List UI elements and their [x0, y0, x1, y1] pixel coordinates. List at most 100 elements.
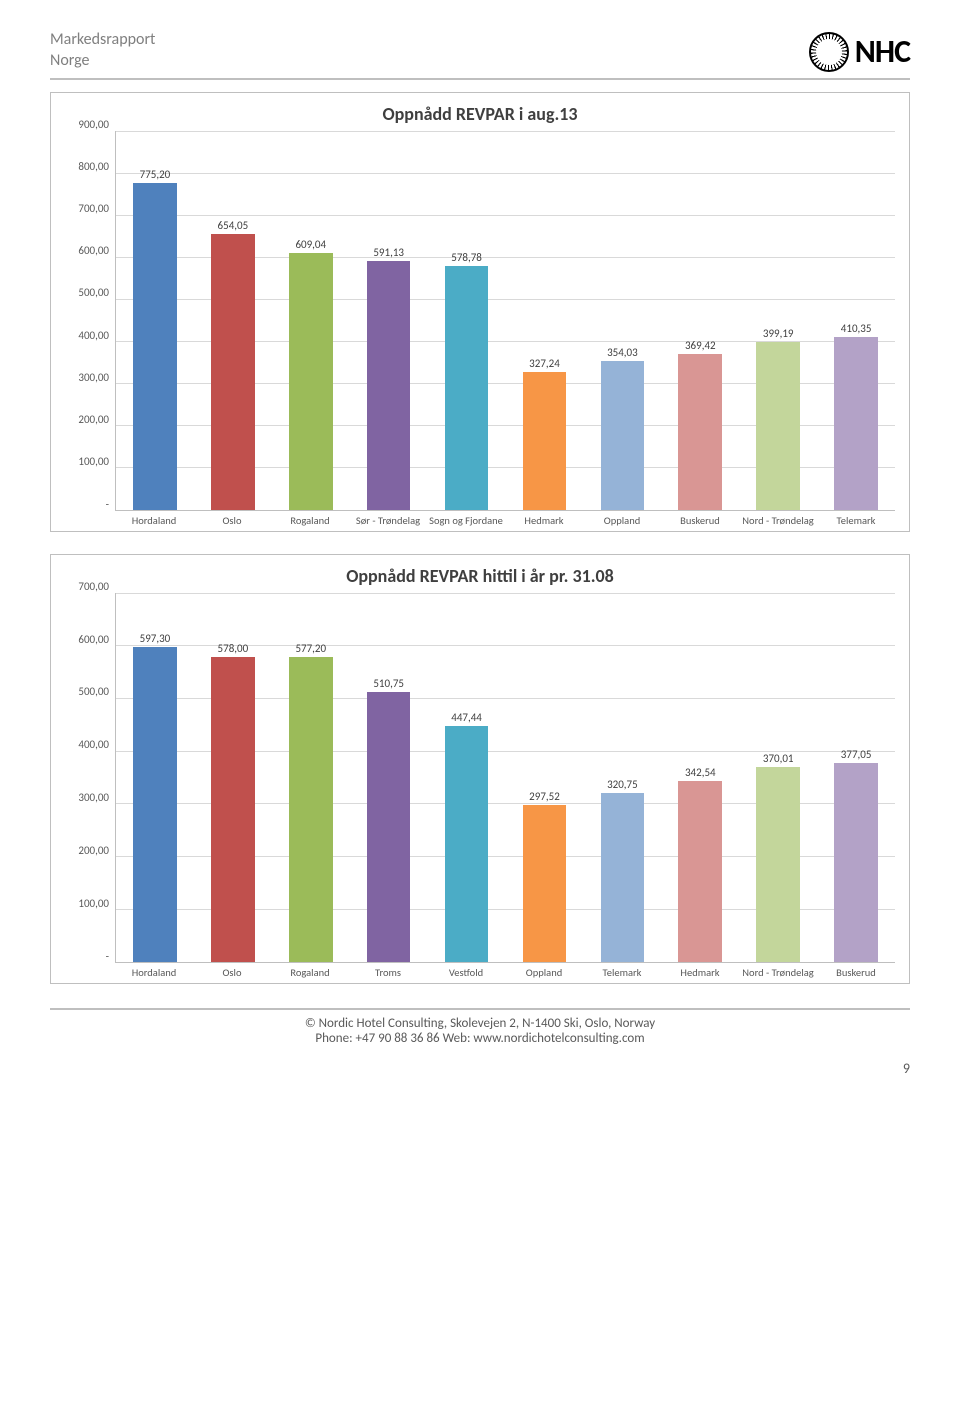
page-footer: © Nordic Hotel Consulting, Skolevejen 2,… [50, 1008, 910, 1046]
bar-slot: 775,20 [116, 131, 194, 510]
x-label: Nord - Trøndelag [739, 963, 817, 979]
bar-slot: 342,54 [661, 593, 739, 962]
bar-value-label: 591,13 [373, 246, 404, 259]
bar-slot: 609,04 [272, 131, 350, 510]
bar-value-label: 320,75 [607, 778, 638, 791]
bar [133, 647, 177, 962]
bar-slot: 369,42 [661, 131, 739, 510]
bar-value-label: 369,42 [685, 339, 716, 352]
bar-slot: 597,30 [116, 593, 194, 962]
bar-slot: 410,35 [817, 131, 895, 510]
x-label: Rogaland [271, 511, 349, 527]
bar [601, 793, 645, 962]
chart2-title: Oppnådd REVPAR hittil i år pr. 31.08 [65, 565, 895, 587]
bar [834, 763, 878, 962]
bar-slot: 377,05 [817, 593, 895, 962]
chart2-y-axis: -100,00200,00300,00400,00500,00600,00700… [65, 593, 115, 963]
bar [523, 372, 567, 510]
bar-value-label: 510,75 [373, 677, 404, 690]
bar-value-label: 609,04 [295, 238, 326, 251]
bar [756, 342, 800, 510]
bar-value-label: 327,24 [529, 357, 560, 370]
bar [289, 657, 333, 961]
bar-slot: 297,52 [506, 593, 584, 962]
bar-slot: 654,05 [194, 131, 272, 510]
report-title-line2: Norge [50, 51, 155, 72]
chart-revpar-aug13: Oppnådd REVPAR i aug.13 -100,00200,00300… [50, 92, 910, 532]
bar-value-label: 447,44 [451, 711, 482, 724]
bar-value-label: 410,35 [841, 322, 872, 335]
x-label: Oslo [193, 511, 271, 527]
bar-slot: 399,19 [739, 131, 817, 510]
x-label: Telemark [583, 963, 661, 979]
bar [834, 337, 878, 510]
bar-value-label: 370,01 [763, 752, 794, 765]
x-label: Sør - Trøndelag [349, 511, 427, 527]
x-label: Nord - Trøndelag [739, 511, 817, 527]
bar [445, 726, 489, 962]
logo: NHC [809, 32, 910, 72]
bar [678, 354, 722, 510]
x-label: Buskerud [817, 963, 895, 979]
bar-slot: 447,44 [428, 593, 506, 962]
bar-value-label: 597,30 [140, 632, 171, 645]
bar-slot: 510,75 [350, 593, 428, 962]
bar-value-label: 577,20 [295, 642, 326, 655]
x-label: Sogn og Fjordane [427, 511, 505, 527]
bar [211, 234, 255, 509]
bar [601, 361, 645, 510]
chart1-plot-area: 775,20 654,05 609,04 591,13 578,78 327,24 354,… [115, 131, 895, 511]
x-label: Rogaland [271, 963, 349, 979]
logo-text: NHC [855, 32, 910, 71]
bar [445, 266, 489, 510]
bar-slot: 320,75 [583, 593, 661, 962]
chart2-plot-area: 597,30 578,00 577,20 510,75 447,44 297,52 320,… [115, 593, 895, 963]
x-label: Buskerud [661, 511, 739, 527]
bar-slot: 578,78 [428, 131, 506, 510]
x-label: Vestfold [427, 963, 505, 979]
bar [211, 657, 255, 962]
bar [523, 805, 567, 962]
x-label: Oppland [505, 963, 583, 979]
bar [756, 767, 800, 962]
bar-slot: 578,00 [194, 593, 272, 962]
bar-value-label: 399,19 [763, 327, 794, 340]
bar-slot: 327,24 [506, 131, 584, 510]
bar-value-label: 297,52 [529, 790, 560, 803]
chart1-y-axis: -100,00200,00300,00400,00500,00600,00700… [65, 131, 115, 511]
bar [678, 781, 722, 962]
bar [367, 261, 411, 510]
chart-revpar-ytd: Oppnådd REVPAR hittil i år pr. 31.08 -10… [50, 554, 910, 984]
x-label: Hordaland [115, 963, 193, 979]
x-label: Hedmark [505, 511, 583, 527]
report-title: Markedsrapport Norge [50, 30, 155, 72]
footer-line2: Phone: +47 90 88 36 86 Web: www.nordicho… [50, 1031, 910, 1046]
bar-value-label: 775,20 [140, 168, 171, 181]
chart1-title: Oppnådd REVPAR i aug.13 [65, 103, 895, 125]
bar-slot: 354,03 [583, 131, 661, 510]
bar [289, 253, 333, 509]
x-label: Oppland [583, 511, 661, 527]
bar-slot: 577,20 [272, 593, 350, 962]
x-label: Troms [349, 963, 427, 979]
bar-value-label: 342,54 [685, 766, 716, 779]
report-title-line1: Markedsrapport [50, 30, 155, 51]
x-label: Hordaland [115, 511, 193, 527]
bar-slot: 591,13 [350, 131, 428, 510]
bar [133, 183, 177, 509]
bar-value-label: 377,05 [841, 748, 872, 761]
chart1-x-axis: HordalandOsloRogalandSør - TrøndelagSogn… [115, 511, 895, 527]
footer-phone-web: Phone: +47 90 88 36 86 Web: [315, 1031, 473, 1046]
bar-value-label: 578,00 [218, 642, 249, 655]
bar-value-label: 578,78 [451, 251, 482, 264]
x-label: Oslo [193, 963, 271, 979]
footer-line1: © Nordic Hotel Consulting, Skolevejen 2,… [50, 1016, 910, 1031]
chart2-x-axis: HordalandOsloRogalandTromsVestfoldOpplan… [115, 963, 895, 979]
bar-value-label: 354,03 [607, 346, 638, 359]
footer-link: www.nordichotelconsulting.com [473, 1031, 644, 1046]
x-label: Telemark [817, 511, 895, 527]
x-label: Hedmark [661, 963, 739, 979]
page-header: Markedsrapport Norge NHC [50, 30, 910, 80]
bar-slot: 370,01 [739, 593, 817, 962]
bar [367, 692, 411, 961]
